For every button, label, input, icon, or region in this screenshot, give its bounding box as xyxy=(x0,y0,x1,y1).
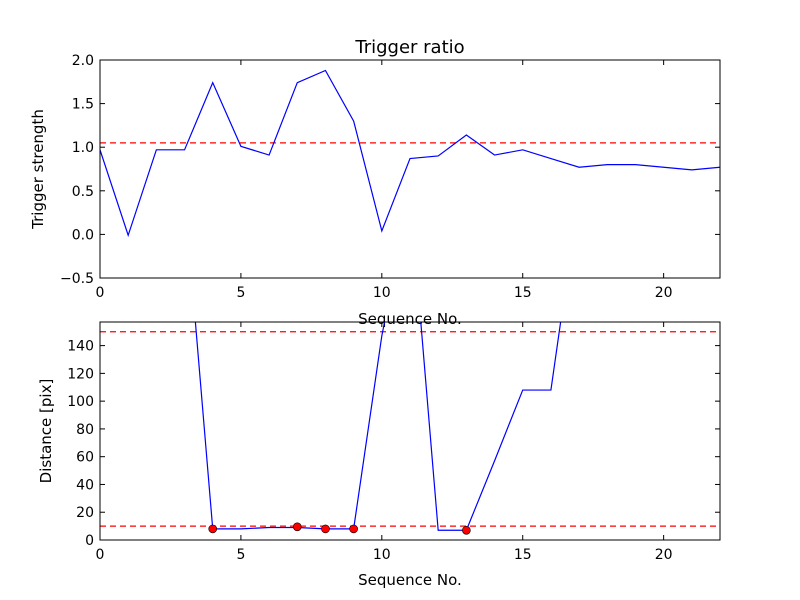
y-axis-label: Distance [pix] xyxy=(37,379,55,484)
y-tick-label: 0.0 xyxy=(72,227,94,243)
y-tick-label: 40 xyxy=(76,477,94,493)
x-tick-label: 0 xyxy=(96,285,105,301)
y-tick-label: 60 xyxy=(76,450,94,466)
y-axis-label: Trigger strength xyxy=(29,109,47,230)
x-tick-label: 20 xyxy=(655,547,673,563)
plot-frame xyxy=(99,321,721,541)
x-tick-label: 15 xyxy=(514,547,532,563)
plot-frame xyxy=(99,59,721,279)
x-axis-label: Sequence No. xyxy=(358,310,462,328)
y-tick-label: 140 xyxy=(67,339,94,355)
data-point xyxy=(321,524,330,534)
y-tick-label: 120 xyxy=(67,366,94,382)
y-tick-label: 1.5 xyxy=(72,97,94,113)
y-tick-label: −0.5 xyxy=(60,271,94,287)
trigger-ratio-chart: Trigger ratio 0 5 10 15 20 −0.5 0.0 0.5 1.0 1.5 2.… xyxy=(29,37,721,328)
x-tick-label: 5 xyxy=(236,547,245,563)
data-point xyxy=(292,522,302,532)
x-tick-label: 10 xyxy=(373,547,391,563)
data-point xyxy=(462,525,471,535)
y-tick-label: 100 xyxy=(67,394,94,410)
y-tick-label: 2.0 xyxy=(72,53,94,69)
series-line xyxy=(100,69,720,238)
data-point xyxy=(349,524,358,534)
y-tick-label: 0 xyxy=(85,533,94,549)
x-tick-label: 0 xyxy=(96,547,105,563)
data-point xyxy=(208,524,218,534)
x-tick-label: 15 xyxy=(514,285,532,301)
x-axis-label: Sequence No. xyxy=(358,571,462,589)
y-tick-label: 80 xyxy=(76,422,94,438)
x-tick-label: 10 xyxy=(373,285,391,301)
series-line xyxy=(194,322,562,531)
x-tick-label: 20 xyxy=(655,285,673,301)
y-tick-label: 1.0 xyxy=(72,140,94,156)
x-tick-label: 5 xyxy=(236,285,245,301)
chart-title: Trigger ratio xyxy=(354,37,464,58)
y-tick-label: 20 xyxy=(76,505,94,521)
y-tick-label: 0.5 xyxy=(72,184,94,200)
